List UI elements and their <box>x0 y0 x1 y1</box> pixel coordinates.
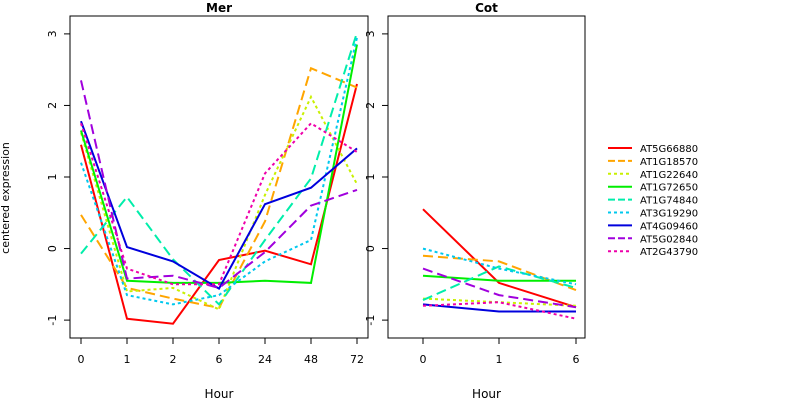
legend-label: AT5G66880 <box>640 144 698 155</box>
series-line-at2g43790 <box>80 122 358 286</box>
y-tick-label: 1 <box>364 174 377 181</box>
series-line-at1g74840 <box>80 32 358 306</box>
y-tick-label: 3 <box>46 30 59 37</box>
y-tick-label: 0 <box>364 245 377 252</box>
legend-label: AT4G09460 <box>640 221 698 232</box>
series-line-at1g18570 <box>80 66 358 310</box>
panel-title: Mer <box>206 1 232 15</box>
series-line-at3g19290 <box>422 247 577 286</box>
x-tick-label: 24 <box>258 353 272 366</box>
legend-item: AT5G02840 <box>608 234 698 245</box>
y-axis-label: centered expression <box>0 142 12 254</box>
series-line-at1g22640 <box>422 297 577 307</box>
legend-item: AT1G18570 <box>608 157 698 168</box>
series-line-at5g02840 <box>422 267 577 309</box>
legend-item: AT2G43790 <box>608 247 698 258</box>
series-line-at3g19290 <box>80 37 358 306</box>
legend-label: AT5G02840 <box>640 234 698 245</box>
y-tick-label: -1 <box>46 315 59 326</box>
legend-item: AT5G66880 <box>608 144 698 155</box>
y-tick-label: 1 <box>46 174 59 181</box>
series-line-at1g74840 <box>422 265 577 302</box>
legend-label: AT1G22640 <box>640 170 698 181</box>
y-tick-label: -1 <box>364 315 377 326</box>
legend-item: AT1G22640 <box>608 170 698 181</box>
x-tick-label: 1 <box>496 353 503 366</box>
series-line-at4g09460 <box>80 120 358 290</box>
legend-item: AT4G09460 <box>608 221 698 232</box>
x-tick-label: 6 <box>573 353 580 366</box>
y-tick-label: 2 <box>46 102 59 109</box>
legend-label: AT3G19290 <box>640 209 698 220</box>
series-line-at5g02840 <box>80 80 358 289</box>
x-tick-label: 0 <box>78 353 85 366</box>
x-tick-label: 48 <box>304 353 318 366</box>
legend-item: AT1G72650 <box>608 183 698 194</box>
y-tick-label: 3 <box>364 30 377 37</box>
x-tick-label: 72 <box>350 353 364 366</box>
x-axis-label: Hour <box>472 387 501 400</box>
series-line-at5g66880 <box>80 83 358 325</box>
legend-label: AT2G43790 <box>640 247 698 258</box>
y-tick-label: 0 <box>46 245 59 252</box>
series-line-at1g18570 <box>422 254 577 292</box>
legend-label: AT1G72650 <box>640 183 698 194</box>
series-line-at1g22640 <box>80 94 358 311</box>
legend-label: AT1G74840 <box>640 196 698 207</box>
x-tick-label: 2 <box>170 353 177 366</box>
legend: AT5G66880 AT1G18570 AT1G22640 AT1G72650 AT1G… <box>608 144 698 258</box>
series-line-at5g66880 <box>422 208 577 309</box>
series-line-at4g09460 <box>422 303 576 313</box>
panel-cot: Cot 0 1 6 Hour -1 0 1 2 3 <box>364 1 586 400</box>
legend-item: AT1G74840 <box>608 196 698 207</box>
panel-mer: Mer 0 1 2 6 24 48 72 Hour -1 0 1 2 3 <box>46 1 369 400</box>
panel-title: Cot <box>475 1 498 15</box>
y-tick-label: 2 <box>364 102 377 109</box>
legend-item: AT3G19290 <box>608 209 698 220</box>
x-tick-label: 6 <box>216 353 223 366</box>
x-tick-label: 1 <box>124 353 131 366</box>
series-line-at2g43790 <box>422 301 577 320</box>
legend-label: AT1G18570 <box>640 157 698 168</box>
panels: Mer 0 1 2 6 24 48 72 Hour -1 0 1 2 3 Cot 0 1 6 Hour -1 0 1 2 3 <box>46 1 586 400</box>
x-axis-label: Hour <box>205 387 234 400</box>
x-tick-label: 0 <box>420 353 427 366</box>
